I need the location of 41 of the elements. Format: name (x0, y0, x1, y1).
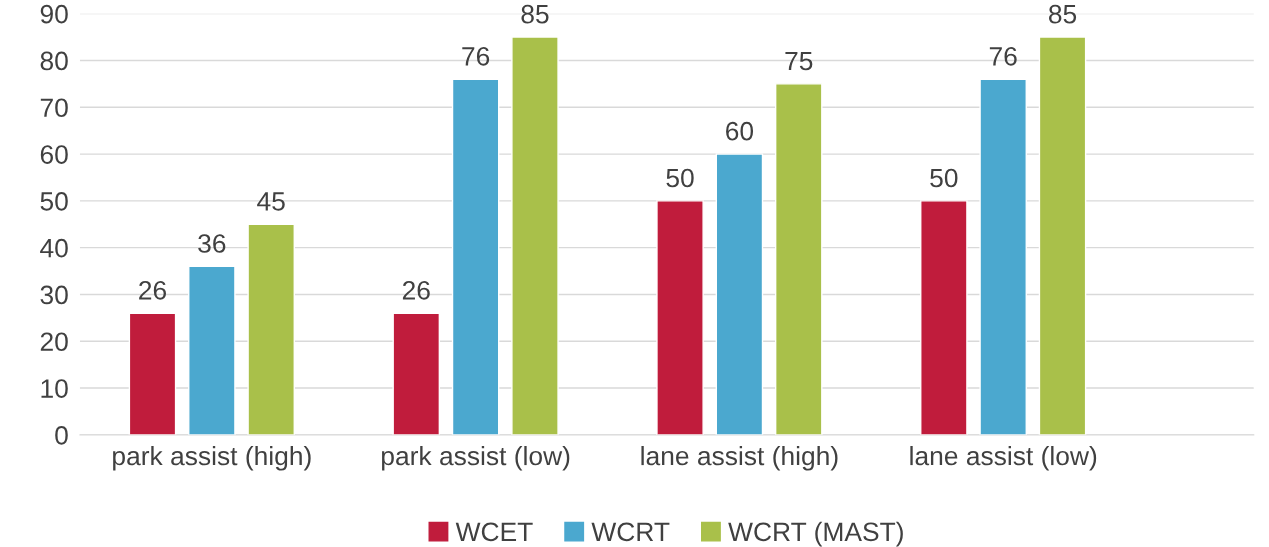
y-tick-label: 10 (41, 379, 68, 398)
y-tick-label: 0 (55, 426, 68, 445)
bar (715, 153, 764, 435)
y-tick-label: 60 (40, 145, 68, 164)
bar (392, 312, 441, 435)
legend-label: WCRT (MAST) (728, 521, 903, 547)
data-label: 60 (726, 121, 754, 141)
data-label: 50 (930, 168, 958, 188)
data-label: 26 (139, 280, 166, 300)
bar (451, 78, 500, 435)
x-tick-label: lane assist (low) (910, 445, 1097, 471)
bar (511, 36, 559, 435)
data-label: 36 (198, 234, 226, 253)
legend-label: WCRT (591, 522, 670, 542)
data-label: 75 (785, 51, 813, 71)
y-tick-label: 80 (40, 51, 68, 71)
y-tick-label: 20 (40, 332, 68, 352)
x-tick-label: lane assist (high) (641, 445, 838, 471)
bar (1038, 36, 1087, 435)
data-label: 85 (521, 4, 549, 24)
x-tick-label: park assist (low) (382, 445, 570, 471)
data-label: 50 (666, 168, 694, 188)
bar (247, 223, 295, 435)
data-label: 45 (257, 192, 285, 211)
bar (128, 312, 177, 435)
bar (656, 200, 704, 435)
data-label: 76 (989, 46, 1017, 66)
bar (774, 83, 823, 435)
x-tick-label: park assist (high) (113, 445, 311, 471)
data-label: 76 (462, 46, 490, 66)
bar (979, 78, 1027, 435)
bar (188, 265, 236, 435)
legend-label: WCET (455, 522, 533, 542)
y-tick-label: 30 (40, 285, 68, 305)
y-tick-label: 70 (40, 98, 68, 118)
y-tick-label: 40 (40, 238, 68, 258)
y-tick-label: 90 (40, 4, 68, 24)
data-label: 26 (402, 280, 430, 300)
y-tick-label: 50 (40, 192, 68, 211)
data-label: 85 (1049, 4, 1077, 24)
bar (920, 200, 968, 435)
